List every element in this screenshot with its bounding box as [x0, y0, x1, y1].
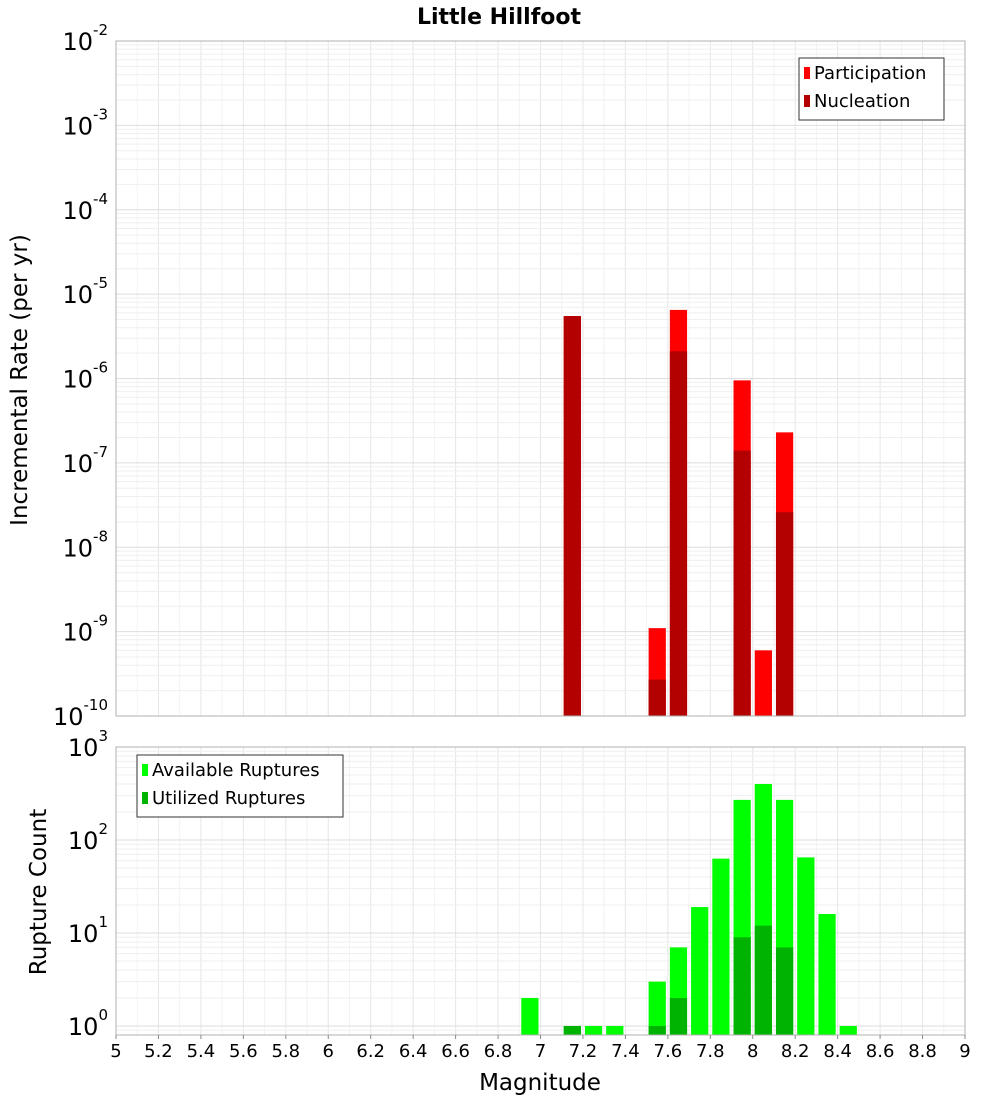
top-bars [563, 309, 794, 716]
x-tick-label: 8 [747, 1041, 758, 1062]
x-tick-label: 5.8 [271, 1041, 300, 1062]
x-axis-label: Magnitude [479, 1070, 601, 1096]
x-tick-label: 7.6 [654, 1041, 683, 1062]
top-bar-nucleation [563, 316, 581, 716]
chart-title: Little Hillfoot [417, 5, 582, 30]
top-bar-nucleation [733, 450, 751, 716]
x-tick-label: 7.4 [611, 1041, 640, 1062]
top-gridlines [115, 40, 966, 717]
top-legend-box [798, 57, 945, 121]
top-y-tick-label: 10-10 [53, 696, 108, 731]
x-tick-label: 5 [110, 1041, 121, 1062]
x-tick-label: 6.4 [399, 1041, 428, 1062]
bottom-bars [521, 784, 857, 1035]
bottom-bar-available-ruptures [606, 1025, 624, 1035]
bottom-bar-utilized-ruptures [754, 925, 772, 1035]
x-tick-label: 7.8 [696, 1041, 725, 1062]
bottom-bar-available-ruptures [712, 858, 730, 1035]
bottom-plot-area: 100 101 102 103 Available Ruptures Utilized R… [68, 727, 971, 1062]
top-y-tick-label: 10-5 [62, 274, 108, 309]
x-tick-label: 7.2 [569, 1041, 598, 1062]
bottom-bar-utilized-ruptures [733, 937, 751, 1035]
top-y-tick-label: 10-6 [62, 359, 108, 394]
bottom-legend-swatch [142, 764, 148, 776]
x-tick-label: 9 [959, 1041, 970, 1062]
bottom-bar-available-ruptures [839, 1025, 857, 1035]
top-y-axis-label: Incremental Rate (per yr) [7, 234, 33, 526]
bottom-bar-available-ruptures [691, 907, 709, 1035]
bottom-legend-label: Available Ruptures [152, 760, 320, 781]
top-y-tick-label: 10-8 [62, 527, 108, 562]
bottom-y-ticks: 100 101 102 103 [68, 727, 108, 1041]
bottom-bar-available-ruptures [584, 1025, 603, 1035]
top-legend-swatch [804, 67, 810, 79]
bottom-legend-box [136, 754, 344, 818]
top-y-tick-label: 10-4 [62, 190, 108, 225]
bottom-legend-swatch [142, 792, 148, 804]
bottom-y-tick-label: 103 [68, 727, 108, 762]
top-plot-area: 10-10 10-9 10-8 10-7 10-6 10-5 10-4 10-3 10-2 Par… [53, 21, 966, 731]
bottom-y-tick-label: 102 [68, 820, 108, 855]
top-legend-label: Nucleation [814, 91, 910, 112]
x-ticks: 5 5.2 5.4 5.6 5.8 6 6.2 6.4 6.6 6.8 7 7.2 7.4 7.6 7.8 8… [110, 1035, 971, 1062]
top-legend-swatch [804, 95, 810, 107]
x-tick-label: 5.4 [187, 1041, 216, 1062]
x-tick-label: 8.2 [781, 1041, 810, 1062]
bottom-bar-available-ruptures [818, 914, 836, 1035]
top-y-tick-label: 10-3 [62, 105, 108, 140]
bottom-y-tick-label: 100 [68, 1006, 108, 1041]
bottom-bar-utilized-ruptures [669, 997, 688, 1035]
top-bar-nucleation [775, 512, 794, 716]
top-legend-label: Participation [814, 63, 926, 84]
x-tick-label: 6 [323, 1041, 334, 1062]
bottom-bar-utilized-ruptures [775, 947, 794, 1035]
bottom-bar-utilized-ruptures [563, 1025, 581, 1035]
x-tick-label: 5.6 [229, 1041, 258, 1062]
x-tick-label: 6.2 [356, 1041, 385, 1062]
bottom-bar-available-ruptures [521, 997, 539, 1035]
bottom-y-axis-label: Rupture Count [26, 809, 52, 975]
x-tick-label: 8.8 [908, 1041, 937, 1062]
top-plot-frame [115, 40, 966, 717]
top-legend: Participation Nucleation [798, 57, 945, 121]
top-bar-participation [754, 650, 772, 716]
bottom-bar-available-ruptures [648, 981, 666, 1035]
x-tick-label: 8.4 [823, 1041, 852, 1062]
top-y-tick-label: 10-7 [62, 443, 108, 478]
x-tick-label: 6.8 [484, 1041, 513, 1062]
x-tick-label: 8.6 [866, 1041, 895, 1062]
bottom-bar-utilized-ruptures [648, 1025, 666, 1035]
x-tick-label: 5.2 [144, 1041, 173, 1062]
bottom-y-tick-label: 101 [68, 913, 108, 948]
x-tick-label: 6.6 [441, 1041, 470, 1062]
top-y-tick-label: 10-9 [62, 612, 108, 647]
bottom-legend-label: Utilized Ruptures [152, 788, 305, 809]
top-bar-nucleation [669, 351, 688, 716]
top-bar-nucleation [648, 679, 666, 716]
x-tick-label: 7 [535, 1041, 546, 1062]
bottom-bar-available-ruptures [797, 857, 815, 1035]
top-y-ticks: 10-10 10-9 10-8 10-7 10-6 10-5 10-4 10-3 10-2 [53, 21, 108, 731]
top-y-tick-label: 10-2 [62, 21, 108, 56]
bottom-legend: Available Ruptures Utilized Ruptures [136, 754, 344, 818]
